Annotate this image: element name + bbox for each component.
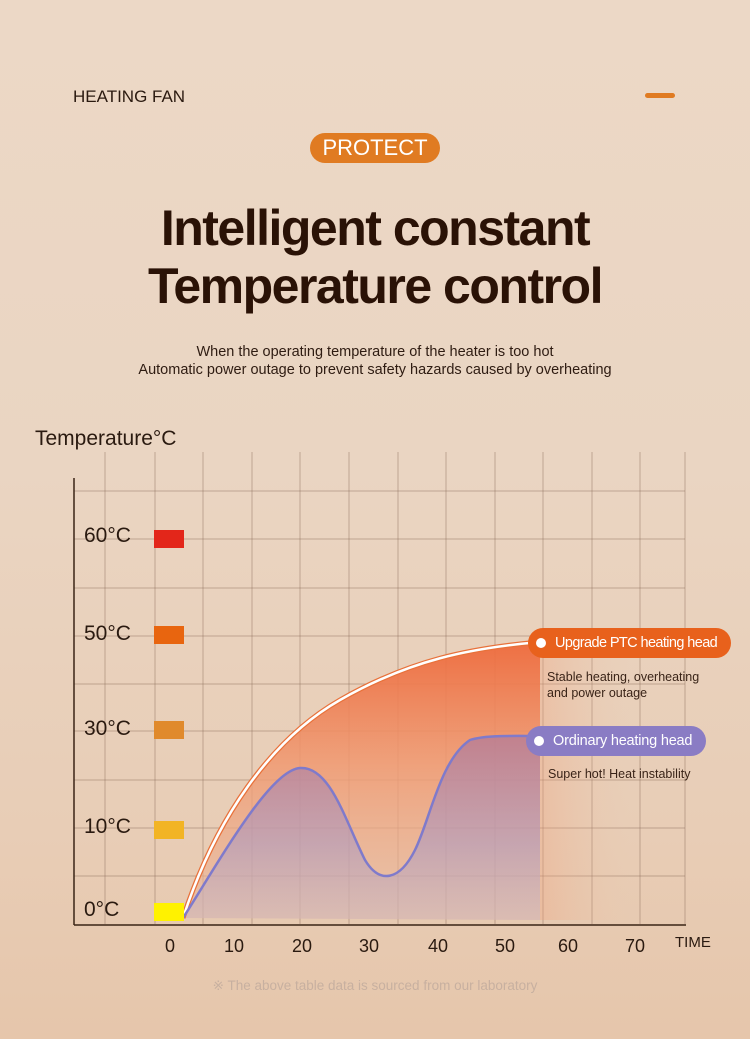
protect-badge: PROTECT [310, 133, 440, 163]
y-axis-label: Temperature°C [35, 427, 177, 450]
ordinary-area [183, 735, 540, 920]
x-tick-10: 10 [223, 936, 245, 956]
swatch-30 [154, 721, 184, 739]
x-tick-30: 30 [358, 936, 380, 956]
swatch-10 [154, 821, 184, 839]
y-tick-10: 10°C [84, 815, 131, 838]
ptc-desc-line2: and power outage [547, 686, 648, 700]
legend-ptc-description: Stable heating, overheating and power ou… [547, 669, 699, 701]
x-tick-0: 0 [164, 936, 175, 956]
x-tick-40: 40 [427, 936, 449, 956]
y-tick-60: 60°C [84, 524, 131, 547]
x-axis-label: TIME [675, 934, 711, 951]
ptc-desc-line1: Stable heating, overheating [547, 670, 700, 684]
x-tick-70: 70 [624, 936, 646, 956]
legend-ordinary-description: Super hot! Heat instability [548, 767, 691, 781]
legend-ptc-label: Upgrade PTC heating head [555, 635, 718, 651]
legend-ordinary-label: Ordinary heating head [553, 733, 693, 749]
brand-label: HEATING FAN [73, 87, 186, 106]
swatch-50 [154, 626, 184, 644]
page-title-line2: Temperature control [148, 258, 604, 314]
y-tick-50: 50°C [84, 622, 131, 645]
decorative-dash [645, 93, 675, 98]
y-tick-30: 30°C [84, 717, 131, 740]
subtitle-line1: When the operating temperature of the he… [196, 344, 554, 360]
x-tick-50: 50 [494, 936, 516, 956]
x-tick-20: 20 [291, 936, 313, 956]
ordinary-dot-icon [534, 736, 544, 746]
page-title-line1: Intelligent constant [160, 200, 591, 256]
ordinary-line [181, 734, 541, 919]
y-tick-0: 0°C [84, 898, 120, 921]
ptc-dot-icon [536, 638, 546, 648]
swatch-0 [154, 903, 184, 921]
legend-ordinary: Ordinary heating head [526, 726, 707, 756]
subtitle-line2: Automatic power outage to prevent safety… [138, 362, 612, 378]
x-tick-60: 60 [557, 936, 579, 956]
legend-ptc: Upgrade PTC heating head [528, 628, 732, 658]
swatch-60 [154, 530, 184, 548]
footnote: ※ The above table data is sourced from o… [212, 978, 538, 993]
